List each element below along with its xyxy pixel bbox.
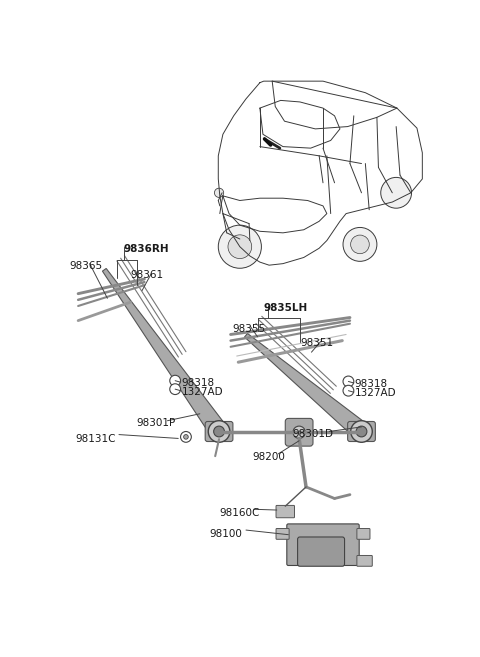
- FancyBboxPatch shape: [205, 422, 233, 442]
- FancyBboxPatch shape: [276, 528, 289, 539]
- Circle shape: [343, 376, 354, 387]
- Circle shape: [180, 432, 192, 442]
- Text: 98301P: 98301P: [137, 419, 176, 428]
- Circle shape: [184, 434, 188, 439]
- Circle shape: [214, 426, 225, 437]
- Text: 98100: 98100: [210, 528, 243, 539]
- Text: 98351: 98351: [300, 338, 333, 348]
- Text: 98361: 98361: [131, 270, 164, 280]
- Polygon shape: [102, 269, 227, 437]
- Polygon shape: [244, 334, 367, 439]
- Circle shape: [208, 420, 230, 442]
- Circle shape: [218, 225, 262, 268]
- Circle shape: [293, 426, 305, 438]
- Circle shape: [351, 235, 369, 254]
- Text: 98160C: 98160C: [219, 508, 259, 518]
- FancyBboxPatch shape: [287, 524, 359, 566]
- Text: 1327AD: 1327AD: [181, 387, 223, 397]
- Text: 9836RH: 9836RH: [123, 244, 169, 254]
- FancyBboxPatch shape: [348, 422, 375, 442]
- Circle shape: [170, 375, 180, 386]
- Text: 98200: 98200: [252, 451, 285, 461]
- Text: 98301D: 98301D: [292, 429, 333, 439]
- Text: 98131C: 98131C: [75, 434, 116, 444]
- Text: 9835LH: 9835LH: [264, 303, 308, 313]
- Circle shape: [356, 426, 367, 437]
- Circle shape: [381, 177, 411, 208]
- Circle shape: [343, 385, 354, 396]
- Circle shape: [215, 188, 224, 197]
- Text: 1327AD: 1327AD: [355, 388, 396, 398]
- Text: 98318: 98318: [355, 379, 388, 389]
- FancyBboxPatch shape: [357, 555, 372, 566]
- Circle shape: [351, 420, 372, 442]
- FancyBboxPatch shape: [357, 528, 370, 539]
- Text: 98318: 98318: [181, 378, 215, 388]
- FancyBboxPatch shape: [298, 537, 345, 566]
- Circle shape: [343, 227, 377, 261]
- Circle shape: [228, 235, 252, 259]
- Circle shape: [170, 384, 180, 395]
- FancyBboxPatch shape: [276, 505, 295, 518]
- FancyBboxPatch shape: [285, 419, 313, 446]
- Text: 98365: 98365: [69, 261, 102, 271]
- Text: 98355: 98355: [232, 324, 265, 334]
